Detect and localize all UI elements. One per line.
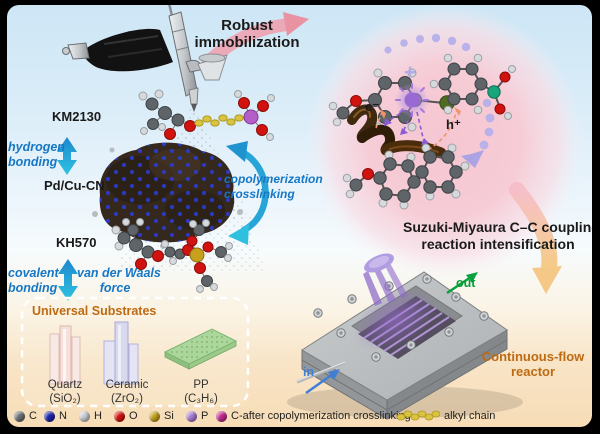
- covalent-vdw-arrow: [58, 259, 78, 301]
- legend-item-c: C: [14, 410, 37, 422]
- catalyst-blob: [92, 142, 243, 249]
- legend-item-h: H: [79, 410, 102, 422]
- suzuki-title: Suzuki-Miyaura C–C coupling reaction int…: [403, 219, 592, 252]
- legend-item-o: O: [114, 410, 138, 422]
- substrate-pp-label: PP (C₃H₆): [184, 379, 218, 405]
- reactor-label: Continuous-flow reactor: [481, 349, 585, 379]
- substrate-ceramic-label: Ceramic (ZrO₂): [105, 379, 149, 405]
- catalyst-ribbon: [347, 104, 447, 159]
- to-reactor-arrow: [509, 182, 562, 294]
- inlet-arrow: [305, 369, 340, 395]
- robust-immobilization-label: Robust immobilization: [194, 17, 300, 51]
- light-source-icon: [395, 83, 429, 117]
- kh570-label: KH570: [56, 235, 97, 250]
- si-atom-icon: [149, 410, 160, 422]
- n-atom-icon: [44, 410, 55, 422]
- charge-transfer-arrows: [375, 107, 461, 151]
- outlet-label: out: [456, 276, 476, 290]
- hole-label: h⁺: [446, 117, 461, 132]
- c-atom-icon: [14, 410, 25, 422]
- km2130-label: KM2130: [52, 109, 102, 124]
- reactor-screws: [313, 274, 489, 362]
- legend-item-c-after: C-after copolymerization crosslinking: [216, 410, 411, 422]
- substrate-quartz-label: Quartz (SiO₂): [47, 379, 83, 405]
- p-atom-icon: [186, 410, 197, 422]
- legend-item-si: Si: [149, 410, 174, 422]
- legend-item-n: N: [44, 410, 67, 422]
- km2130-molecule: [138, 89, 275, 141]
- quartz-icon: [49, 325, 81, 385]
- inlet-label: in: [303, 365, 315, 379]
- boronic-acid-molecule: [429, 53, 516, 120]
- photon-path-dots: [384, 33, 495, 168]
- illustration-layer: [20, 5, 583, 420]
- alkyl-chain-icon: [396, 410, 440, 421]
- legend-item-p: P: [186, 410, 208, 422]
- copolymerization-label: copolymerization crosslinking: [224, 172, 323, 201]
- ceramic-icon: [103, 321, 139, 385]
- substrates-title: Universal Substrates: [32, 304, 157, 318]
- kh570-molecule: [111, 218, 233, 293]
- uv-beams: [363, 253, 408, 306]
- product-molecule: [342, 143, 470, 210]
- vdw-force-label: van der Waals force: [77, 266, 161, 295]
- hydrogen-bonding-arrow: [57, 137, 77, 175]
- pd-cu-cn-label: Pd/Cu-CN: [44, 178, 105, 193]
- alkyl-chain-km2130: [194, 114, 244, 127]
- figure-canvas: Robust immobilization KM2130 hydrogen bo…: [7, 5, 592, 427]
- o-atom-icon: [114, 410, 125, 422]
- copolymerization-arrow: [226, 141, 269, 245]
- c-after-atom-icon: [216, 410, 227, 422]
- h-atom-icon: [79, 410, 90, 422]
- legend-item-alkyl: alkyl chain: [396, 410, 495, 422]
- electron-label: e⁻: [365, 99, 380, 114]
- outlet-arrow: [446, 272, 478, 295]
- flow-reactor: [287, 253, 523, 420]
- covalent-bonding-label: covalent bonding: [8, 266, 59, 295]
- airbrush-icon: [62, 5, 228, 112]
- pp-icon: [163, 328, 238, 370]
- plus-sign: +: [404, 61, 417, 84]
- hydrogen-bonding-label: hydrogen bonding: [8, 140, 65, 169]
